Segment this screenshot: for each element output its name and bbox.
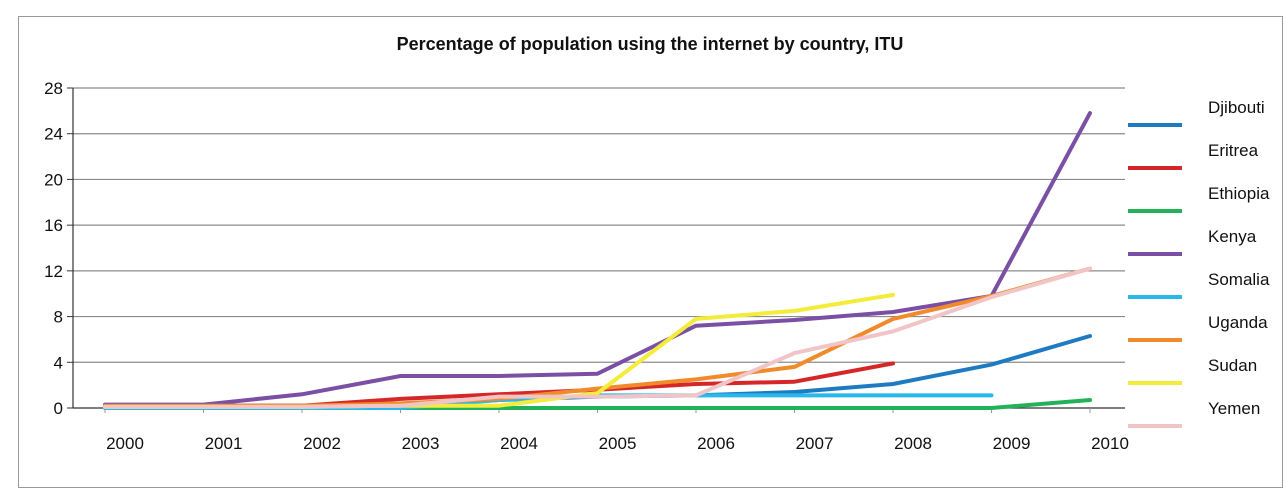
y-tick-label: 20 (44, 170, 63, 189)
series-line-yemen (103, 266, 1092, 409)
chart-title: Percentage of population using the inter… (397, 34, 904, 54)
x-tick-label: 2007 (796, 434, 834, 453)
series-line-sudan (103, 292, 895, 409)
y-tick-label: 12 (44, 262, 63, 281)
y-tick-label: 28 (44, 79, 63, 98)
series-lines (103, 111, 1092, 410)
y-tick-label: 16 (44, 216, 63, 235)
x-tick-label: 2001 (205, 434, 243, 453)
series-line-kenya (103, 111, 1092, 407)
legend: Djibouti Eritrea Ethiopia Kenya Somalia Ugand… (1128, 98, 1270, 428)
legend-label-eritrea: Eritrea (1208, 141, 1259, 160)
legend-label-ethiopia: Ethiopia (1208, 184, 1270, 203)
gridlines (73, 87, 1125, 363)
x-tick-label: 2008 (894, 434, 932, 453)
legend-label-somalia: Somalia (1208, 270, 1270, 289)
legend-label-djibouti: Djibouti (1208, 98, 1265, 117)
y-tick-label: 0 (54, 399, 63, 418)
x-tick-label: 2004 (500, 434, 538, 453)
x-tick-label: 2000 (106, 434, 144, 453)
y-tick-label: 8 (54, 308, 63, 327)
x-tick-label: 2006 (697, 434, 735, 453)
legend-label-yemen: Yemen (1208, 399, 1260, 418)
legend-label-kenya: Kenya (1208, 227, 1257, 246)
x-tick-label: 2002 (303, 434, 341, 453)
x-tick-label: 2010 (1091, 434, 1129, 453)
x-tick-label: 2009 (993, 434, 1031, 453)
series-line-uganda (103, 266, 1092, 408)
y-tick-label: 24 (44, 125, 63, 144)
y-tick-label: 4 (54, 353, 63, 372)
legend-label-sudan: Sudan (1208, 356, 1257, 375)
x-tick-label: 2005 (599, 434, 637, 453)
x-tick-label: 2003 (402, 434, 440, 453)
legend-label-uganda: Uganda (1208, 313, 1268, 332)
